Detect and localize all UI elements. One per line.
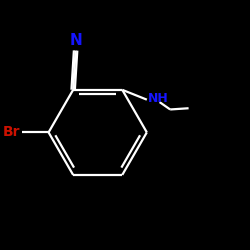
Text: N: N — [69, 33, 82, 48]
Text: NH: NH — [148, 92, 169, 105]
Text: Br: Br — [3, 125, 20, 139]
